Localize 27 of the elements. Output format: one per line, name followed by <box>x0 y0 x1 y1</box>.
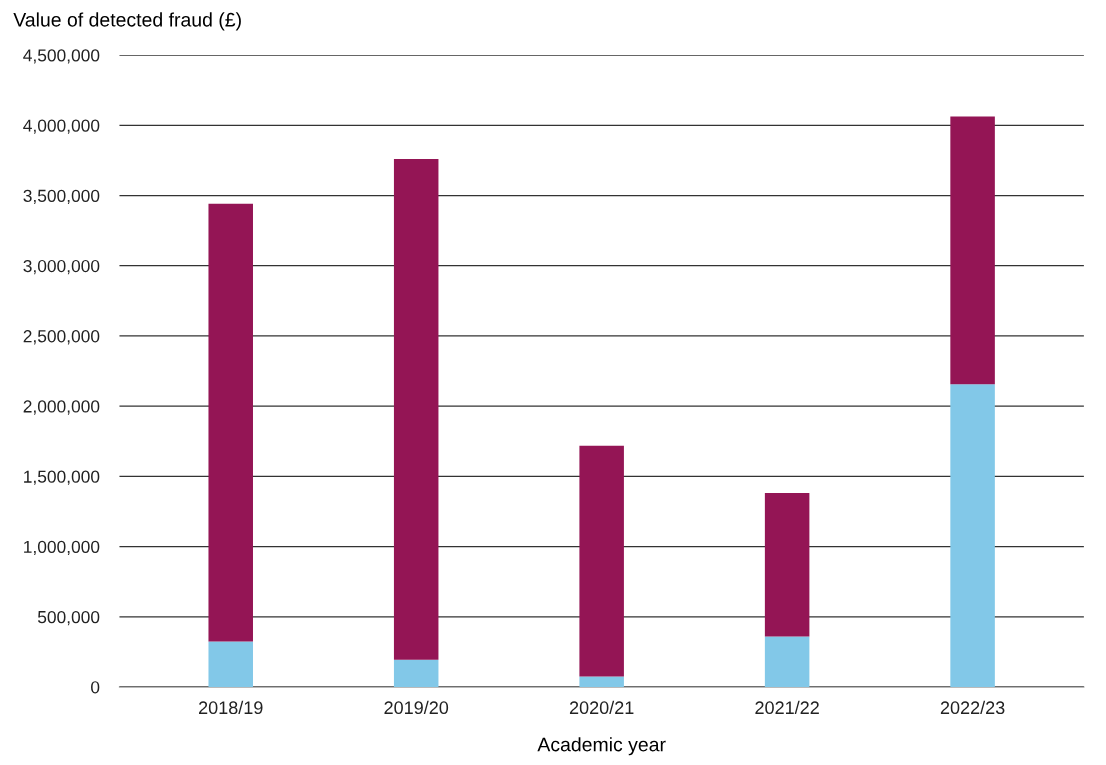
y-tick-label: 4,500,000 <box>23 49 100 64</box>
y-axis-title: Value of detected fraud (£) <box>13 12 241 31</box>
bar <box>764 493 810 637</box>
x-tick-label: 2018/19 <box>199 700 263 715</box>
x-tick-label: 2020/21 <box>569 700 634 715</box>
bar <box>579 676 624 687</box>
bar <box>208 203 253 642</box>
bar <box>764 636 810 687</box>
bar <box>950 384 995 687</box>
bar <box>393 659 439 687</box>
y-tick-label: 1,500,000 <box>24 470 100 485</box>
y-tick-label: 2,000,000 <box>23 400 100 415</box>
x-tick-label: 2019/20 <box>384 700 449 715</box>
x-axis-title: Academic year <box>537 737 666 756</box>
y-tick-label: 1,000,000 <box>24 540 100 556</box>
y-tick-label: 3,000,000 <box>23 259 100 275</box>
y-tick-label: 500,000 <box>37 610 100 626</box>
bar <box>393 158 439 660</box>
y-tick-label: 2,500,000 <box>23 330 100 345</box>
bar <box>208 641 253 687</box>
x-tick-label: 2022/23 <box>940 700 1005 715</box>
y-tick-label: 4,000,000 <box>23 119 100 134</box>
y-tick-label: 0 <box>91 681 100 694</box>
x-tick-label: 2021/22 <box>755 700 819 715</box>
bar <box>950 116 995 385</box>
y-tick-label: 3,500,000 <box>23 189 100 205</box>
bar <box>579 445 624 677</box>
